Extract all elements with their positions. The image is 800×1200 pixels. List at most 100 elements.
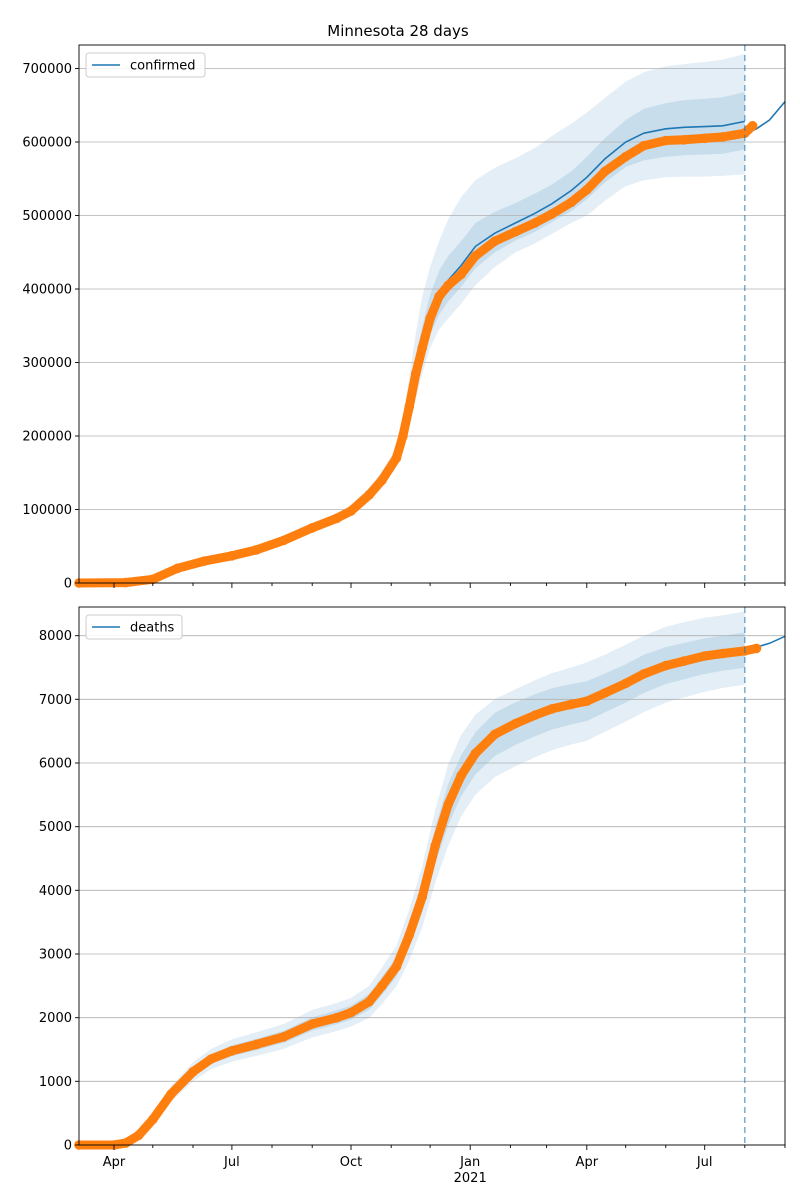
deaths-observed-point-33 [679,656,689,666]
deaths-observed-point-32 [661,660,671,671]
confirmed-observed-point-3 [172,563,183,574]
shared-x-axis: Apr Jul Oct Jan Apr Jul 2021 [103,1155,713,1186]
deaths-ytick-label-8: 8000 [39,629,72,644]
deaths-observed-point-4 [148,1114,158,1125]
confirmed-ytick-label-6: 600000 [22,136,72,151]
deaths-observed-point-19 [430,841,441,851]
deaths-observed-point-35 [718,648,728,659]
deaths-observed-point-12 [332,1012,342,1023]
confirmed-observed-point-36 [740,128,750,138]
deaths-confidence-bands [79,611,745,1145]
deaths-ytick-label-5: 5000 [39,820,72,835]
confirmed-axes-frame [78,44,786,584]
deaths-observed-point-24 [510,718,521,729]
deaths-panel: 0 1000 2000 3000 4000 5000 6000 7000 8000 deaths [39,606,786,1154]
deaths-ytick-label-7: 7000 [39,693,72,708]
confirmed-observed-point-19 [434,291,444,302]
confirmed-observed-point-31 [639,140,649,151]
confirmed-observed-point-29 [600,166,610,177]
confirmed-axes: 0 100000 200000 300000 400000 500000 600000 700… [22,44,786,592]
confirmed-observed-point-23 [490,236,500,246]
deaths-legend-label: deaths [130,621,175,636]
x-tick-label-0: Apr [103,1155,126,1170]
deaths-observed-point-6 [188,1067,198,1077]
deaths-observed-point-37 [751,643,762,654]
deaths-axes-frame [78,606,786,1146]
confirmed-observed-point-32 [661,135,671,146]
confirmed-observed-point-9 [332,513,342,524]
confirmed-model-line [78,120,745,584]
confirmed-observed-point-15 [404,401,415,412]
deaths-observed-point-2 [120,1138,131,1148]
confirmed-observed-point-26 [547,209,557,219]
confirmed-observed-point-24 [510,226,521,237]
confirmed-observed-point-11 [364,490,375,500]
deaths-ytick-label-2: 2000 [39,1011,72,1026]
confirmed-observed-point-2 [148,574,158,585]
deaths-observed-point-16 [391,961,402,972]
deaths-observed-point-31 [639,669,649,679]
confirmed-band-outer-0 [79,53,745,584]
confirmed-observed-point-4 [199,556,210,566]
x-tick-label-2: Oct [340,1155,362,1170]
deaths-observed-point-9 [251,1039,262,1050]
confirmed-observed-point-37 [747,121,758,131]
confirmed-observed-point-35 [718,132,728,142]
confirmed-observed-point-5 [227,551,237,561]
deaths-observed-point-14 [364,996,375,1007]
deaths-observed-point-34 [699,651,710,661]
deaths-observed-point-17 [404,930,415,940]
deaths-observed-point-15 [377,981,387,991]
x-tick-label-1: Jul [223,1155,240,1170]
confirmed-observed-point-30 [620,151,631,162]
deaths-observed-point-27 [566,699,577,710]
x-year-label: 2021 [454,1171,487,1186]
deaths-observed-point-30 [620,678,631,689]
deaths-observed-point-26 [547,704,557,714]
deaths-observed-point-7 [206,1054,216,1064]
deaths-ytick-label-4: 4000 [39,884,72,899]
confirmed-observed-point-28 [582,185,592,195]
confirmed-ytick-label-0: 0 [64,577,72,592]
confirmed-ytick-label-5: 500000 [22,209,72,224]
deaths-observed-point-25 [530,710,540,720]
confirmed-observed-point-20 [443,280,454,291]
confirmed-observed-point-21 [456,269,466,280]
confirmed-observed-point-16 [411,368,421,379]
deaths-observed-point-3 [133,1130,144,1141]
deaths-observed-series [74,643,762,1150]
confirmed-observed-point-14 [398,431,408,441]
confirmed-observed-point-10 [346,506,356,516]
deaths-legend: deaths [85,614,183,640]
deaths-observed-point-11 [307,1019,318,1029]
confirmed-ytick-label-7: 700000 [22,62,72,77]
confirmed-ytick-label-4: 400000 [22,283,72,298]
deaths-legend-box [85,614,183,640]
confirmed-legend-label: confirmed [130,59,196,74]
deaths-observed-point-8 [227,1046,237,1056]
deaths-gridlines [79,635,785,1146]
deaths-observed-point-28 [582,696,592,706]
confirmed-observed-point-12 [377,475,387,485]
confirmed-observed-point-27 [566,197,577,208]
confirmed-observed-point-34 [699,133,710,144]
confirmed-panel: 0 100000 200000 300000 400000 500000 600000 700… [22,44,786,592]
deaths-axes: 0 1000 2000 3000 4000 5000 6000 7000 8000 [39,606,786,1154]
confirmed-observed-point-7 [278,535,289,546]
deaths-ytick-label-1: 1000 [39,1075,72,1090]
confirmed-observed-point-8 [307,523,318,533]
confirmed-observed-series [74,121,758,588]
x-tick-label-5: Jul [696,1155,713,1170]
deaths-observed-point-10 [278,1032,289,1042]
deaths-observed-point-5 [166,1089,176,1099]
confirmed-observed-point-25 [530,218,540,228]
deaths-observed-point-23 [490,729,500,740]
confirmed-observed-point-22 [470,251,481,261]
deaths-observed-point-20 [443,799,454,810]
deaths-observed-point-13 [346,1007,356,1018]
confirmed-ytick-label-1: 100000 [22,503,72,518]
confirmed-observed-point-18 [425,313,435,324]
deaths-observed-point-29 [600,688,610,698]
deaths-observed-point-21 [456,770,466,781]
